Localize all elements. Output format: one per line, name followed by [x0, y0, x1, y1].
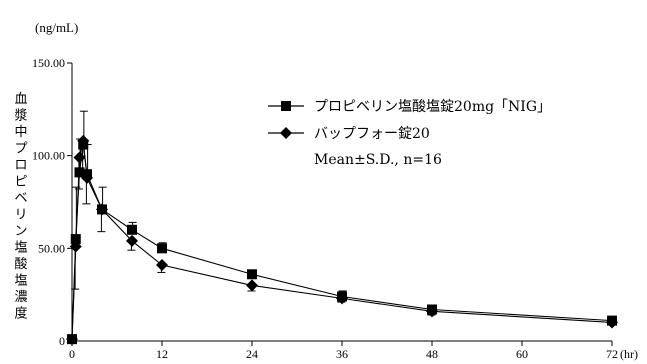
y-axis-label-char: ン: [14, 224, 27, 239]
data-point-diamond: [96, 203, 108, 216]
y-axis-label-char: 度: [14, 306, 27, 322]
y-tick-label: 150.00: [32, 56, 65, 70]
series-diamond: [66, 134, 618, 346]
series-square: [67, 110, 617, 345]
y-axis-label-char: 塩: [14, 274, 27, 289]
data-point-diamond: [69, 240, 82, 253]
legend-item-bup-for: バップフォー錠20: [268, 126, 430, 142]
data-point-diamond: [81, 171, 93, 184]
data-point-diamond: [77, 134, 90, 147]
legend-marker-diamond: [280, 127, 292, 139]
y-axis-label-char: プ: [14, 142, 27, 157]
y-axis-label-char: 血: [14, 92, 27, 107]
series-line-square: [71, 144, 613, 340]
y-tick-label: 100.00: [32, 149, 65, 163]
y-axis-label-char: 中: [14, 125, 27, 140]
x-tick-label: 0: [69, 347, 75, 361]
x-tick-label: 36: [336, 347, 348, 361]
x-tick-label: 72: [606, 347, 618, 361]
x-tick-label: 48: [426, 347, 438, 361]
y-axis-label-char: ベ: [14, 191, 27, 206]
y-ticks: 0 50.00 100.00 150.00: [32, 56, 72, 348]
y-axis-label-char: 漿: [14, 109, 27, 124]
series-layer: [66, 110, 618, 346]
legend-label-tablet-nig: プロピベリン塩酸塩錠20mg「NIG」: [314, 99, 551, 115]
y-axis-label-char: 濃: [14, 290, 27, 305]
data-point-square: [247, 269, 257, 280]
data-point-diamond: [73, 151, 86, 164]
series-line-diamond: [71, 140, 613, 340]
x-tick-label: 12: [156, 347, 168, 361]
data-point-diamond: [426, 305, 438, 318]
y-axis-label-char: ロ: [14, 158, 27, 173]
legend-label-bup-for: バップフォー錠20: [314, 126, 430, 142]
y-axis-label-char: 酸: [14, 257, 27, 272]
data-point-diamond: [126, 234, 138, 247]
data-point-square: [74, 167, 85, 178]
x-tick-label: 24: [246, 347, 258, 361]
y-axis-label-char: 塩: [14, 241, 27, 256]
y-unit-label: (ng/mL): [35, 20, 78, 35]
data-point-diamond: [606, 316, 618, 329]
x-tick-label: 60: [516, 347, 528, 361]
legend-item-tablet-nig: プロピベリン塩酸塩錠20mg「NIG」: [268, 99, 551, 115]
y-axis-label-char: ピ: [14, 175, 27, 190]
x-ticks: 0 12 24 36 48 60 72 (hr): [69, 341, 638, 361]
data-point-square: [157, 243, 167, 254]
legend-note: Mean±S.D., n=16: [314, 152, 442, 168]
x-unit-label: (hr): [620, 347, 638, 361]
data-point-diamond: [66, 333, 78, 346]
legend-marker-square: [281, 101, 291, 111]
y-tick-label: 50.00: [38, 241, 65, 255]
y-axis-label-char: リ: [14, 208, 27, 223]
data-point-diamond: [246, 279, 258, 292]
y-tick-label: 0: [59, 334, 65, 348]
data-point-diamond: [336, 292, 348, 305]
legend: プロピベリン塩酸塩錠20mg「NIG」 バップフォー錠20 Mean±S.D.,…: [268, 99, 551, 168]
data-point-square: [127, 224, 137, 235]
data-point-diamond: [156, 259, 168, 272]
